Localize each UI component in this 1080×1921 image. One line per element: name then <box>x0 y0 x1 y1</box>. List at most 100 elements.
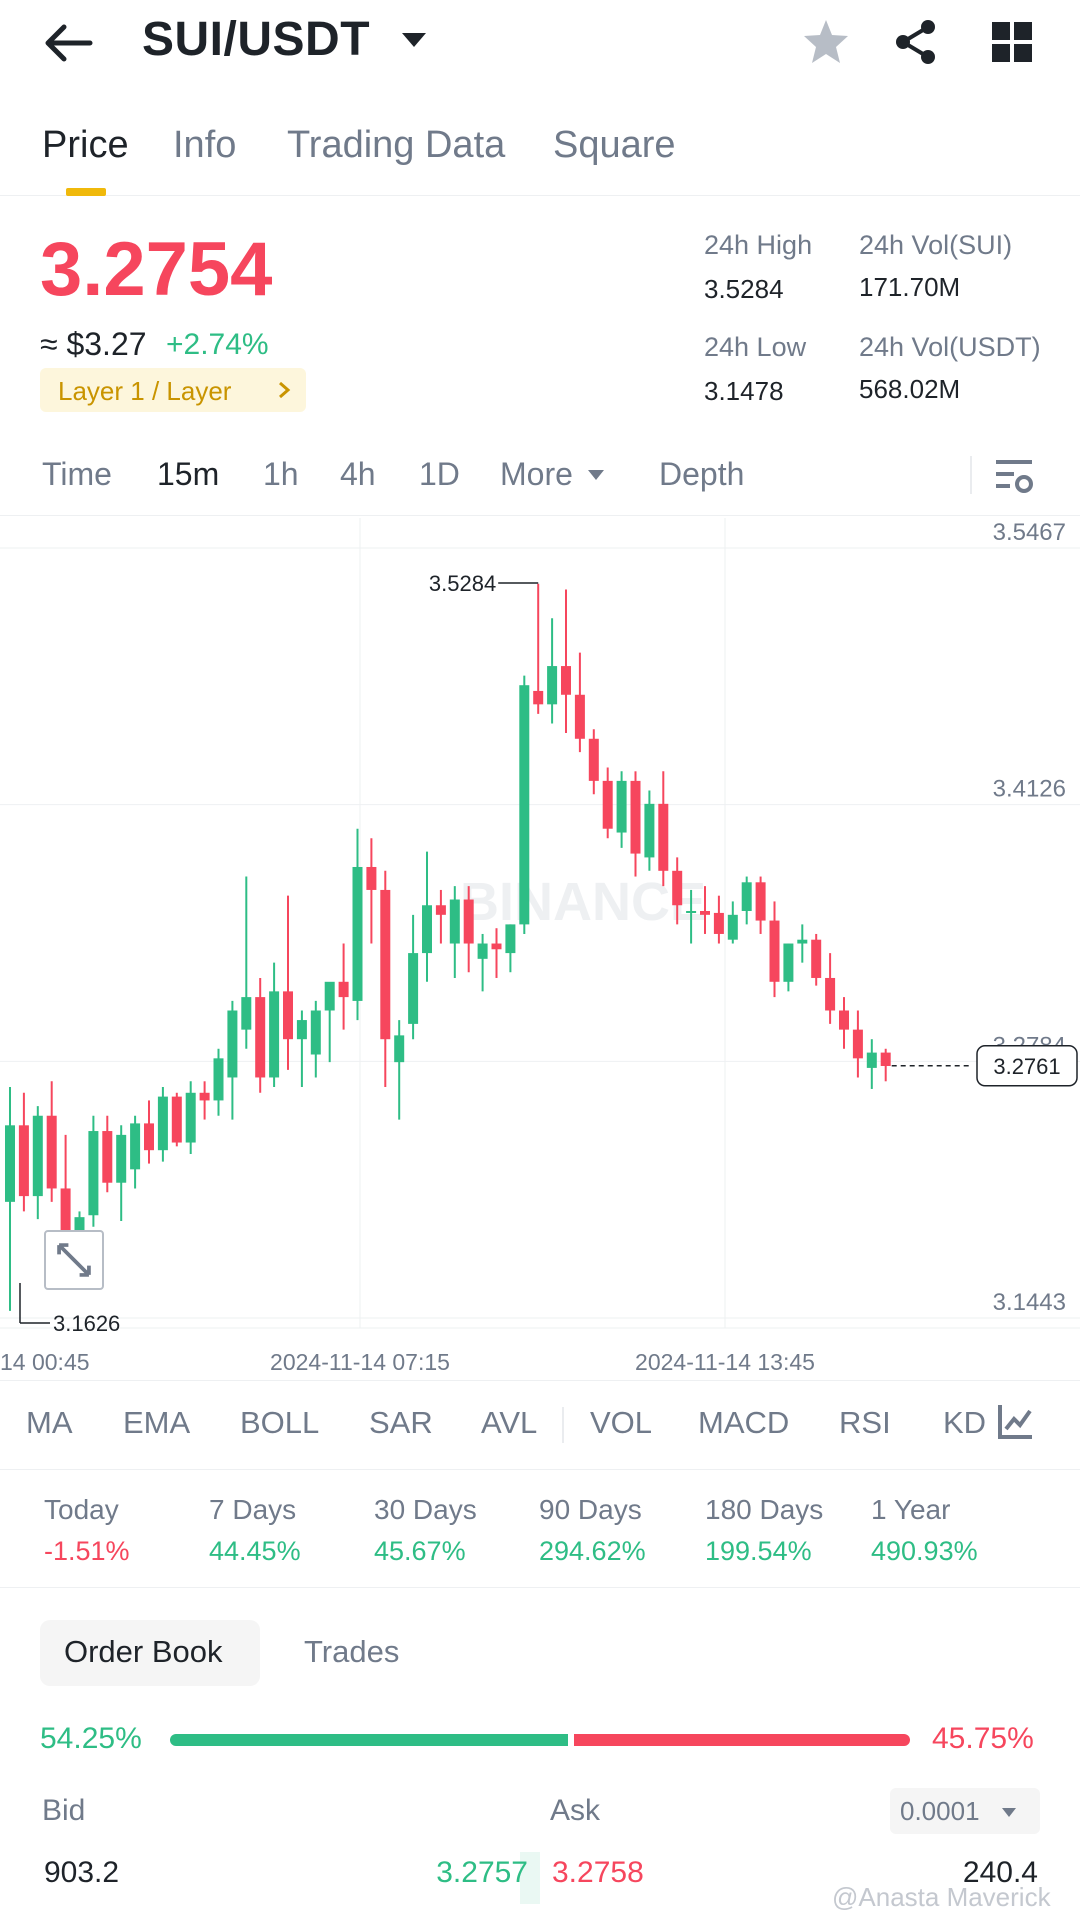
tab-info[interactable]: Info <box>173 124 237 166</box>
perf-label: 7 Days <box>209 1494 297 1525</box>
divider <box>562 1407 564 1443</box>
candle-body <box>755 882 766 921</box>
main-tabs: Price Info Trading Data Square <box>0 110 1080 196</box>
interval-1d[interactable]: 1D <box>419 456 460 492</box>
precision-value: 0.0001 <box>900 1796 980 1826</box>
tab-trades[interactable]: Trades <box>304 1634 400 1669</box>
candle-body <box>255 997 266 1078</box>
candle-body <box>241 997 252 1030</box>
ask-ratio-fill <box>574 1734 910 1746</box>
candle-body <box>352 866 363 1001</box>
expand-chart-button[interactable] <box>44 1230 104 1290</box>
indicator-avl[interactable]: AVL <box>481 1405 538 1440</box>
pair-title[interactable]: SUI/USDT <box>142 13 371 66</box>
candle-body <box>449 899 460 944</box>
bid-quantity: 903.2 <box>44 1856 120 1889</box>
candle-body <box>102 1131 113 1183</box>
divider <box>970 456 972 494</box>
interval-4h[interactable]: 4h <box>340 456 376 492</box>
share-icon[interactable] <box>890 16 942 68</box>
back-arrow-icon[interactable] <box>40 18 96 68</box>
interval-1h[interactable]: 1h <box>263 456 299 492</box>
caret-down-icon <box>588 470 604 480</box>
candle-body <box>727 914 738 940</box>
orderbook-row[interactable]: 903.2 3.2757 3.2758 240.4 <box>0 1852 1080 1910</box>
candle-body <box>588 738 599 781</box>
x-axis-tick-label: 14 00:45 <box>0 1349 90 1375</box>
candle-body <box>283 991 293 1040</box>
current-price-label: 3.2761 <box>993 1054 1060 1079</box>
indicator-boll[interactable]: BOLL <box>240 1405 320 1440</box>
candle-body <box>602 780 613 829</box>
caret-down-icon <box>1002 1808 1016 1817</box>
bid-ask-ratio-bar <box>170 1734 910 1746</box>
bid-ratio-fill <box>170 1734 569 1746</box>
indicator-macd[interactable]: MACD <box>698 1405 790 1440</box>
indicator-sar[interactable]: SAR <box>369 1405 433 1440</box>
star-icon[interactable] <box>800 16 852 68</box>
indicator-kd[interactable]: KD <box>943 1405 987 1440</box>
category-tag[interactable]: Layer 1 / Layer <box>40 368 306 412</box>
candle-body <box>769 920 780 982</box>
candle-body <box>185 1092 196 1143</box>
vol-quote-label: 24h Vol(USDT) <box>859 332 1041 362</box>
vol-base-value: 171.70M <box>859 272 961 302</box>
tab-price[interactable]: Price <box>42 124 129 166</box>
interval-15m[interactable]: 15m <box>157 456 220 492</box>
ask-column-header: Ask <box>550 1794 601 1827</box>
perf-label: Today <box>44 1494 119 1525</box>
candle-body <box>324 981 335 1011</box>
candle-body <box>741 882 752 911</box>
indicator-vol[interactable]: VOL <box>590 1405 653 1440</box>
candle-body <box>199 1092 210 1101</box>
tab-order-book[interactable]: Order Book <box>40 1620 260 1686</box>
candle-body <box>435 905 446 915</box>
interval-bar: Time 15m 1h 4h 1D More Depth <box>0 446 1080 516</box>
tab-square[interactable]: Square <box>553 124 676 166</box>
interval-depth[interactable]: Depth <box>659 456 745 492</box>
perf-label: 30 Days <box>374 1494 477 1525</box>
indicator-rsi[interactable]: RSI <box>839 1405 891 1440</box>
candle-body <box>60 1188 71 1235</box>
active-tab-indicator <box>66 188 106 196</box>
expand-icon <box>57 1243 91 1277</box>
candle-body <box>227 1010 238 1078</box>
candle-body <box>866 1052 877 1068</box>
y-axis-tick-label: 3.1443 <box>993 1289 1066 1316</box>
indicator-ma[interactable]: MA <box>26 1405 73 1440</box>
grid-icon[interactable] <box>990 20 1034 64</box>
candle-body <box>797 939 808 944</box>
candle-body <box>713 912 724 934</box>
indicator-ema[interactable]: EMA <box>123 1405 191 1440</box>
tab-trading-data[interactable]: Trading Data <box>287 124 506 166</box>
change-percent: +2.74% <box>166 328 269 361</box>
candle-body <box>672 870 683 906</box>
caret-down-icon[interactable] <box>400 30 428 50</box>
ask-quantity: 240.4 <box>962 1856 1038 1889</box>
bid-ratio-text: 54.25% <box>40 1722 142 1755</box>
candle-body <box>547 666 558 705</box>
candle-body <box>422 905 432 954</box>
perf-value: 45.67% <box>374 1536 466 1566</box>
candle-body <box>130 1123 141 1170</box>
candle-body <box>505 924 516 954</box>
candle-body <box>46 1115 57 1189</box>
candle-body <box>533 690 544 705</box>
precision-select[interactable]: 0.0001 <box>890 1788 1040 1834</box>
candle-body <box>144 1123 154 1151</box>
interval-more[interactable]: More <box>500 456 573 492</box>
candle-body <box>491 943 502 950</box>
perf-value: -1.51% <box>44 1536 130 1566</box>
candle-body <box>616 780 627 833</box>
chart-settings-icon[interactable] <box>992 456 1036 496</box>
candle-body <box>116 1134 127 1183</box>
candle-body <box>380 889 391 1040</box>
indicator-settings-icon[interactable] <box>996 1401 1036 1441</box>
vol-quote-value: 568.02M <box>859 374 961 404</box>
candle-body <box>338 981 349 998</box>
perf-label: 90 Days <box>539 1494 642 1525</box>
candle-body <box>561 666 571 695</box>
interval-time[interactable]: Time <box>42 456 112 492</box>
